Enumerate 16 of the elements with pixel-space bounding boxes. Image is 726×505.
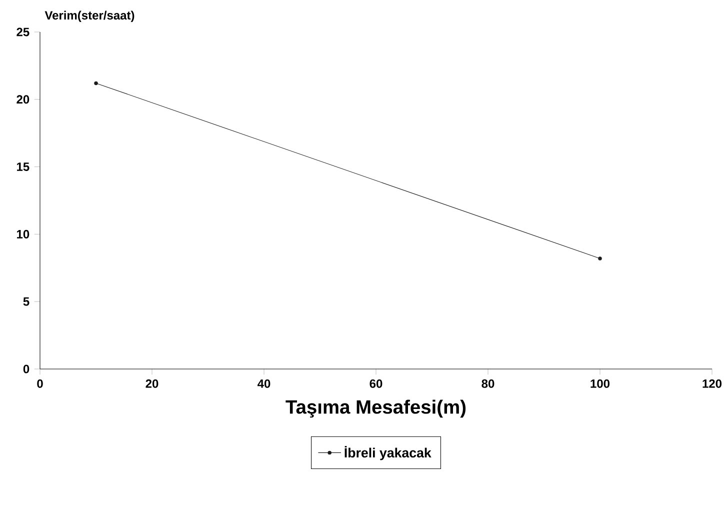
y-tick-label: 15 <box>17 162 30 171</box>
x-tick-label: 60 <box>370 379 382 388</box>
x-tick-label: 40 <box>258 379 270 388</box>
y-axis-title: Verim(ster/saat) <box>44 10 134 22</box>
x-tick-label: 120 <box>702 379 722 388</box>
y-tick-label: 10 <box>17 230 30 238</box>
x-tick-label: 20 <box>146 379 158 388</box>
x-tick-label: 0 <box>37 379 43 388</box>
legend-label: İbreli yakacak <box>344 446 432 460</box>
y-tick-label: 20 <box>16 95 30 104</box>
y-tick-label: 0 <box>23 364 30 374</box>
y-tick-label: 5 <box>23 297 30 306</box>
y-tick-label: 25 <box>16 28 30 36</box>
x-axis-title: Taşıma Mesafesi(m) <box>286 400 466 418</box>
x-tick-label: 100 <box>590 379 610 388</box>
x-tick-label: 80 <box>482 379 494 388</box>
